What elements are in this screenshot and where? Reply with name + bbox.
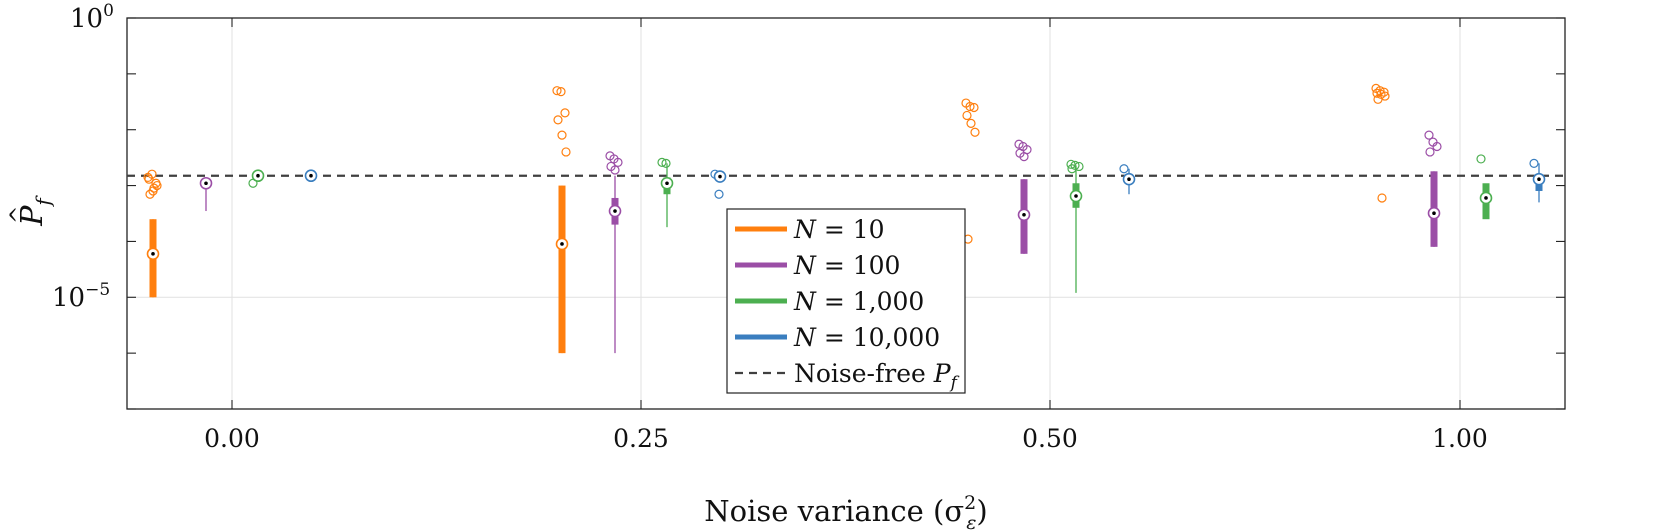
median-dot (256, 173, 260, 178)
outlier-point (1425, 147, 1435, 157)
series-1-group-1 (605, 151, 623, 354)
median-dot (1127, 177, 1131, 182)
legend-label-noise-free: Noise-free Pf (794, 359, 960, 393)
y-axis-label: Pf ^ (7, 195, 55, 227)
median-dot (204, 181, 208, 186)
outlier-point (613, 157, 623, 167)
series-0-group-0 (143, 169, 162, 298)
series-1-group-0 (199, 176, 213, 212)
outlier-point (560, 108, 570, 118)
outlier-point (970, 127, 980, 137)
series-1-group-2 (1014, 139, 1032, 254)
outlier-point (969, 102, 979, 113)
median-dot (1432, 211, 1436, 216)
median-dot (1484, 196, 1488, 200)
series-2-group-0 (248, 169, 265, 188)
series-3-group-2 (1119, 164, 1136, 195)
outlier-point (561, 147, 571, 157)
series-0-group-2 (961, 98, 980, 244)
outlier-point (962, 110, 972, 121)
outlier-point (1373, 94, 1383, 104)
xtick-label-1: 0.25 (613, 424, 669, 453)
outlier-point (966, 118, 976, 128)
outlier-point (1375, 86, 1385, 96)
outlier-point (1019, 152, 1029, 162)
outlier-point (1476, 154, 1486, 164)
iqr-box (558, 185, 566, 354)
median-dot (613, 209, 617, 213)
median-dot (151, 252, 155, 256)
outlier-point (714, 189, 724, 199)
outlier-point (1529, 158, 1539, 168)
xtick-label-2: 0.50 (1022, 424, 1078, 453)
ytick-label-bottom: 10−5 (52, 280, 110, 313)
outlier-point (552, 86, 562, 96)
outlier-point (149, 183, 159, 193)
legend: N = 10 N = 100 N = 1,000 N = 10,000 Nois… (726, 208, 966, 394)
outlier-point (610, 165, 620, 175)
y-axis-label-main: P (15, 205, 50, 227)
outlier-point (1372, 88, 1382, 98)
outlier-point (657, 157, 667, 167)
y-axis-label-sub: f (31, 195, 55, 208)
outlier-point (556, 87, 566, 97)
outlier-point (1379, 87, 1389, 97)
series-0-group-3 (1371, 83, 1390, 203)
series-2-group-2 (1066, 159, 1084, 293)
median-dot (665, 181, 669, 186)
outlier-point (147, 169, 157, 179)
outlier-point (965, 101, 975, 112)
series-2-group-3 (1476, 154, 1493, 220)
legend-label-n10: N = 10 (793, 215, 885, 244)
outlier-point (553, 115, 563, 125)
median-dot (309, 173, 313, 178)
series-3-group-0 (304, 169, 318, 183)
outlier-point (1432, 141, 1442, 152)
outlier-point (1424, 130, 1434, 140)
plot-frame (126, 17, 1566, 410)
series-2-group-1 (657, 157, 674, 228)
median-dot (1074, 194, 1078, 198)
y-axis-label-hat: ^ (7, 206, 32, 224)
median-dot (1022, 212, 1026, 217)
x-axis-label: Noise variance (σ2 ε) (704, 492, 988, 531)
ytick-label-top: 100 (70, 1, 114, 34)
outlier-point (661, 158, 671, 168)
outlier-point (557, 130, 567, 140)
legend-label-n1000: N = 1,000 (793, 287, 924, 316)
median-dot (718, 174, 722, 179)
chart-marks (143, 83, 1546, 354)
series-0-group-1 (552, 86, 571, 354)
median-dot (560, 242, 564, 246)
xtick-label-0: 0.00 (204, 424, 260, 453)
x-tick-labels: 0.00 0.25 0.50 1.00 (204, 424, 1488, 453)
series-3-group-1 (710, 169, 727, 199)
outlier-point (144, 174, 154, 184)
outlier-point (1067, 164, 1077, 174)
outlier-point (1377, 193, 1387, 203)
series-3-group-3 (1529, 158, 1546, 203)
legend-label-n100: N = 100 (793, 251, 900, 280)
axis-ticks (127, 17, 1565, 410)
median-dot (1537, 177, 1541, 182)
outlier-point (1119, 164, 1129, 174)
legend-label-n10000: N = 10,000 (793, 323, 940, 352)
outlier-point (152, 180, 162, 191)
series-1-group-3 (1424, 130, 1442, 247)
xtick-label-3: 1.00 (1432, 424, 1488, 453)
